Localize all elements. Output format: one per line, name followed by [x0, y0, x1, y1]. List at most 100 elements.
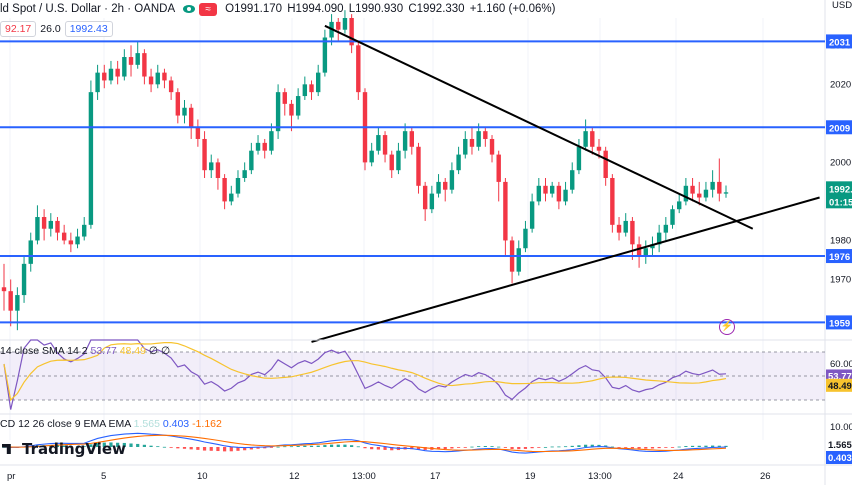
candle-body: [336, 21, 341, 30]
candle-body: [242, 170, 247, 178]
macd-legend[interactable]: CD 12 26 close 9 EMA EMA 1.565 0.403 -1.…: [0, 418, 222, 430]
macd-histogram-bar: [82, 446, 86, 448]
rsi-band: [0, 352, 825, 400]
macd-histogram-bar: [343, 444, 347, 447]
macd-histogram-bar: [129, 443, 133, 447]
macd-tag-label: 1.565: [828, 440, 852, 451]
rsi-value: 53.77: [90, 345, 117, 357]
macd-histogram-bar: [597, 444, 601, 447]
price-tag-label: 2009: [829, 123, 850, 134]
candle-body: [683, 185, 689, 202]
candle-body: [68, 240, 74, 245]
price-tag: [826, 120, 852, 135]
macd-histogram-bar: [644, 447, 648, 449]
candle-body: [382, 135, 388, 155]
candle-body: [289, 103, 294, 116]
macd-histogram-bar: [717, 445, 721, 447]
time-tick-label: 12: [289, 471, 300, 482]
rsi-tail: ∅ ∅: [148, 345, 171, 357]
rsi-tag-label: 53.77: [828, 371, 852, 382]
candle-body: [275, 92, 281, 132]
candle-body: [369, 150, 374, 163]
candle-body: [108, 68, 114, 81]
macd-histogram-bar: [196, 447, 200, 450]
macd-histogram-bar: [229, 447, 233, 452]
candle-body: [322, 37, 328, 73]
candle-body: [309, 84, 314, 93]
macd-histogram-bar: [69, 446, 73, 447]
macd-histogram-bar: [543, 446, 548, 448]
rsi-legend[interactable]: 14 close SMA 14 2 53.77 48.49 ∅ ∅: [0, 345, 170, 357]
macd-histogram-bar: [463, 447, 467, 448]
macd-histogram-bar: [617, 447, 621, 448]
macd-histogram-bar: [62, 445, 66, 447]
candle-body: [316, 72, 321, 93]
price-tag-label: 01:15: [829, 197, 852, 208]
candle-body: [483, 131, 488, 139]
candle-body: [616, 224, 622, 233]
macd-histogram-bar: [75, 446, 80, 447]
macd-histogram-bar: [517, 447, 521, 450]
symbol-title[interactable]: ld Spot / U.S. Dollar · 2h · OANDA: [0, 3, 176, 15]
candle-body: [590, 131, 595, 147]
candle-body: [376, 135, 381, 151]
macd-histogram-bar: [550, 446, 554, 448]
candle-body: [536, 185, 542, 202]
macd-histogram-bar: [276, 446, 280, 448]
macd-histogram-bar: [116, 442, 120, 447]
ohlc-open: O1991.170: [225, 3, 283, 15]
price-tag-label: 2031: [829, 37, 851, 48]
lightning-icon[interactable]: ⚡: [719, 319, 735, 335]
time-tick-label: 13:00: [352, 471, 376, 482]
macd-histogram-bar: [136, 443, 140, 447]
candle-body: [195, 127, 201, 139]
candle-body: [95, 72, 100, 93]
macd-histogram-bar: [49, 445, 53, 447]
candle-body: [670, 209, 675, 225]
candle-body: [162, 72, 167, 81]
candle-body: [115, 68, 120, 77]
candle-body: [389, 154, 394, 171]
candle-body: [21, 263, 27, 296]
macd-histogram-bar: [182, 447, 187, 449]
eye-icon[interactable]: [183, 5, 196, 13]
spread-value: 26.0: [40, 23, 61, 35]
candle-body: [269, 131, 274, 151]
candle-body: [8, 291, 13, 311]
candle-body: [422, 185, 428, 210]
macd-histogram-bar: [503, 447, 507, 448]
price-tag: [826, 181, 852, 196]
rsi-tag: [826, 378, 852, 392]
rsi-label: 14 close SMA 14 2: [0, 345, 88, 357]
candle-body: [543, 185, 548, 194]
macd-histogram-bar: [436, 447, 441, 450]
candle-body: [623, 220, 628, 233]
candle-body: [356, 45, 361, 93]
price-tag-label: 1992.: [829, 184, 852, 195]
candle-body: [41, 217, 47, 229]
wave-icon[interactable]: ≈: [199, 2, 218, 16]
macd-histogram-bar: [316, 445, 320, 447]
macd-histogram-bar: [122, 442, 126, 447]
candle-body: [449, 170, 455, 190]
candle-body: [175, 92, 181, 116]
candle-body: [529, 201, 535, 229]
price-tag: [826, 249, 852, 264]
candle-body: [202, 138, 207, 171]
candle-body: [128, 57, 134, 65]
macd-histogram-bar: [477, 446, 481, 447]
macd-histogram-bar: [670, 447, 675, 448]
macd-histogram-bar: [142, 444, 146, 447]
macd-histogram-bar: [470, 446, 474, 448]
buy-button[interactable]: 1992.43: [64, 21, 113, 37]
candle-body: [28, 240, 33, 264]
macd-histogram-bar: [223, 447, 227, 452]
trendline-ascending: [311, 196, 820, 343]
sell-button[interactable]: 92.17: [0, 21, 37, 37]
macd-histogram-bar: [416, 447, 421, 450]
macd-histogram-bar: [329, 444, 334, 447]
macd-histogram-bar: [289, 446, 294, 448]
macd-histogram-bar: [149, 445, 153, 447]
macd-histogram-bar: [650, 447, 655, 449]
